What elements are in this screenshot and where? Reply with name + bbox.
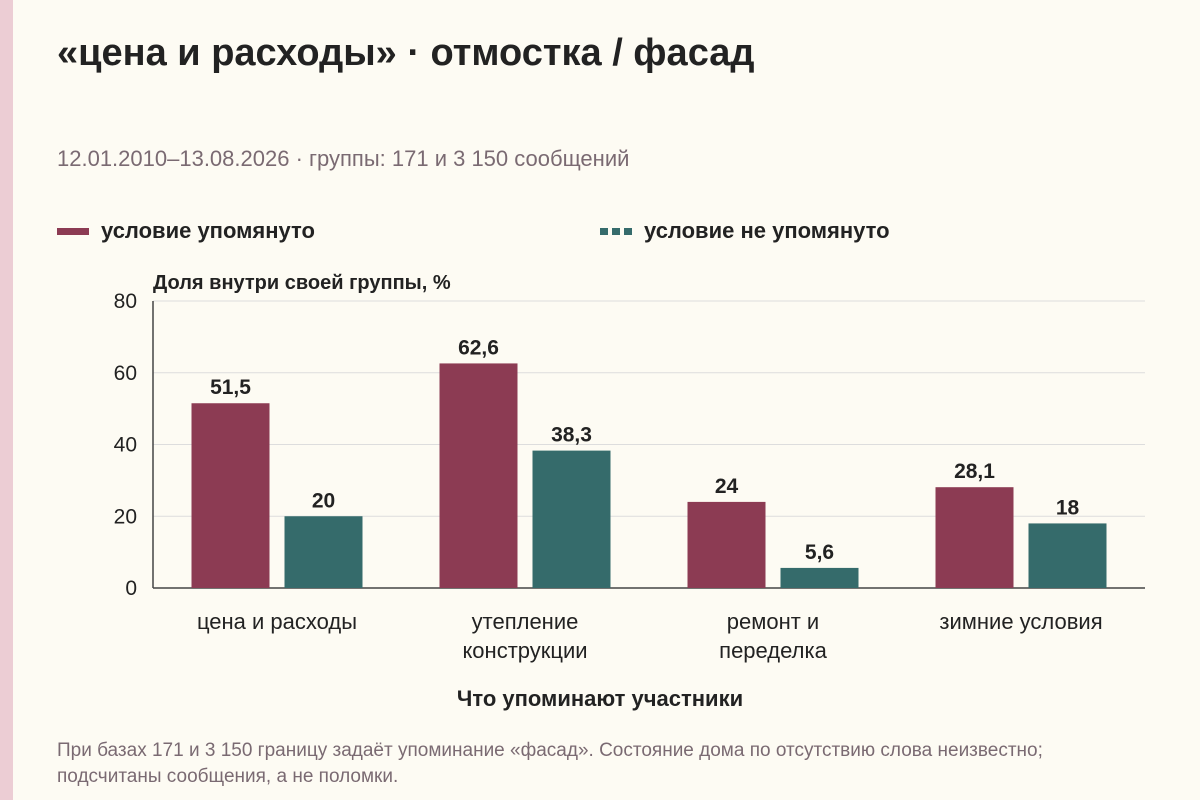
bar-mentioned	[687, 501, 766, 588]
legend-swatch-not-mentioned	[600, 227, 632, 235]
data-label: 38,3	[551, 424, 592, 447]
y-axis-label: Доля внутри своей группы, %	[153, 272, 451, 294]
bar-not-mentioned	[780, 567, 859, 588]
x-tick-label: конструкции	[462, 638, 587, 663]
data-label: 28,1	[954, 460, 995, 483]
bar-not-mentioned	[532, 450, 611, 588]
x-axis-label: Что упоминают участники	[456, 686, 744, 711]
y-tick-label: 0	[125, 577, 137, 600]
chart-subtitle: 12.01.2010–13.08.2026 · группы: 171 и 3 …	[57, 146, 630, 171]
chart-title: «цена и расходы» · отмостка / фасад	[57, 32, 755, 74]
left-accent-stripe	[0, 0, 13, 800]
data-label: 51,5	[210, 376, 251, 399]
bar-not-mentioned	[1028, 523, 1107, 588]
legend-label-mentioned: условие упомянуто	[101, 218, 315, 243]
bar-not-mentioned	[284, 516, 363, 588]
bar-mentioned	[439, 363, 518, 588]
x-tick-label: цена и расходы	[197, 609, 357, 634]
legend-swatch-mentioned	[57, 227, 89, 235]
data-label: 62,6	[458, 336, 499, 359]
legend-label-not-mentioned: условие не упомянуто	[644, 218, 890, 243]
data-label: 5,6	[805, 541, 834, 564]
x-tick-label: ремонт и	[727, 609, 819, 634]
y-tick-label: 60	[114, 362, 137, 385]
y-tick-label: 40	[114, 434, 137, 457]
y-tick-label: 80	[114, 290, 137, 313]
data-label: 18	[1056, 496, 1080, 519]
y-tick-label: 20	[114, 505, 137, 528]
legend-item-not-mentioned: условие не упомянуто	[600, 218, 890, 244]
x-tick-label: переделка	[719, 638, 827, 663]
legend-item-mentioned: условие упомянуто	[57, 218, 315, 244]
data-label: 24	[715, 475, 739, 498]
x-tick-label: утепление	[472, 609, 579, 634]
data-label: 20	[312, 489, 335, 512]
bar-mentioned	[935, 487, 1014, 588]
bar-mentioned	[191, 403, 270, 588]
x-tick-label: зимние условия	[939, 609, 1102, 634]
footnote: При базах 171 и 3 150 границу задаёт упо…	[57, 740, 1043, 787]
